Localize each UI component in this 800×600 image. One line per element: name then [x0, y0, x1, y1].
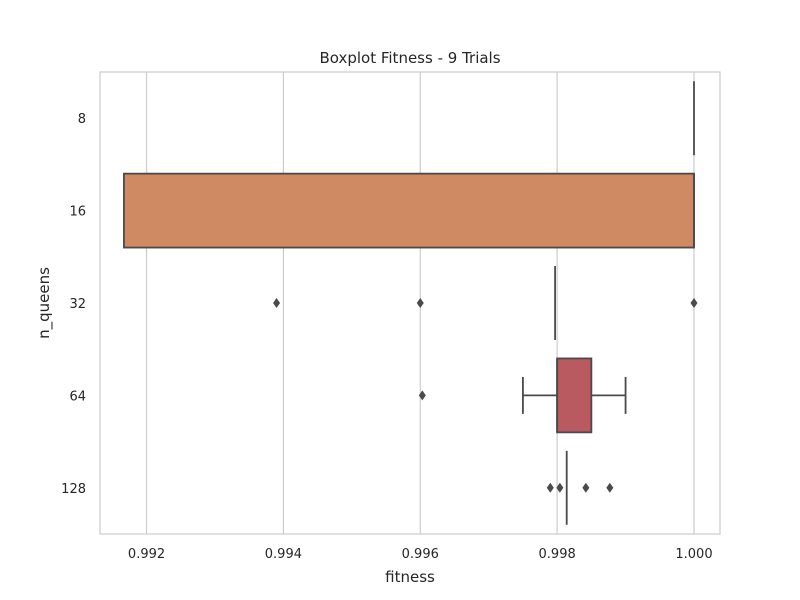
y-tick-label: 32: [69, 297, 86, 312]
outlier-point: [416, 298, 424, 308]
outlier-point: [273, 298, 281, 308]
x-tick-label: 0.998: [539, 547, 576, 562]
outlier-point: [418, 390, 426, 401]
y-tick-labels: 8 16 32 64 128: [61, 112, 86, 497]
plot-background: [100, 72, 720, 534]
y-axis-label: n_queens: [35, 267, 54, 339]
boxes-layer: [123, 81, 698, 525]
outlier-point: [556, 482, 564, 493]
plot-frame: [99, 71, 721, 535]
y-tick-label: 128: [61, 482, 86, 497]
x-tick-label: 0.992: [128, 547, 165, 562]
x-axis-label: fitness: [385, 568, 435, 586]
outlier-point: [582, 482, 590, 493]
box-16: [123, 172, 695, 249]
box-body: [123, 172, 695, 249]
y-tick-label: 64: [69, 389, 86, 404]
x-tick-labels: 0.992 0.994 0.996 0.998 1.000: [128, 547, 713, 562]
x-tick-label: 0.994: [265, 547, 302, 562]
outlier-point: [690, 298, 698, 308]
chart-title: Boxplot Fitness - 9 Trials: [319, 49, 500, 67]
box-body: [556, 357, 593, 434]
y-tick-label: 8: [78, 112, 86, 127]
outlier-point: [606, 482, 614, 493]
outlier-point: [546, 482, 554, 493]
x-tick-label: 0.996: [402, 547, 439, 562]
box-32: [273, 266, 698, 340]
box-128: [546, 450, 614, 525]
box-64: [418, 357, 627, 434]
x-tick-label: 1.000: [675, 547, 712, 562]
y-tick-label: 16: [69, 205, 86, 220]
